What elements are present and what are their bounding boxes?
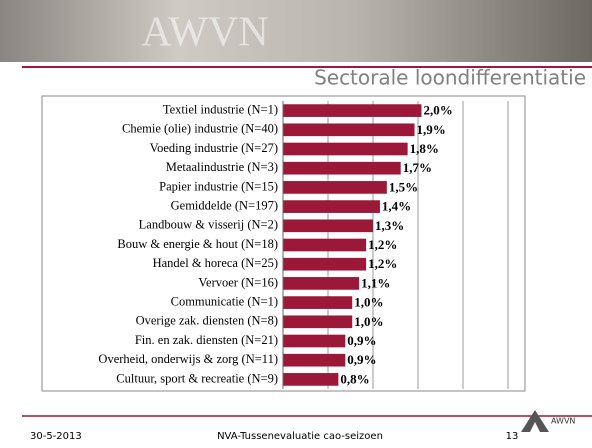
value-label: 1,0% xyxy=(354,295,383,310)
value-label: 0,9% xyxy=(347,333,376,348)
bar xyxy=(283,200,380,213)
bar xyxy=(283,219,373,233)
banner xyxy=(0,0,592,62)
plot: Textiel industrie (N=1) 2,0% Chemie (olie)… xyxy=(98,101,509,389)
category-label: Metaalindustrie (N=3) xyxy=(166,160,278,174)
category-label: Voeding industrie (N=27) xyxy=(150,141,278,155)
value-label: 0,9% xyxy=(347,352,376,367)
bar xyxy=(283,257,367,271)
footer-date: 30-5-2013 xyxy=(30,431,82,442)
value-label: 1,0% xyxy=(354,314,383,329)
footer-logo-icon xyxy=(521,410,549,432)
bar xyxy=(283,238,367,252)
value-label: 2,0% xyxy=(423,103,452,118)
bar xyxy=(283,104,422,117)
bar xyxy=(283,161,401,175)
header-rule xyxy=(22,66,592,68)
value-label: 1,9% xyxy=(417,122,446,137)
category-label: Landbouw & visserij (N=2) xyxy=(139,218,278,232)
category-label: Fin. en zak. diensten (N=21) xyxy=(135,333,278,347)
banner-logo: AWVN xyxy=(141,10,268,56)
category-label: Overheid, onderwijs & zorg (N=11) xyxy=(98,352,278,366)
category-label: Overige zak. diensten (N=8) xyxy=(136,314,278,328)
value-label: 1,5% xyxy=(389,179,418,194)
value-label: 1,8% xyxy=(410,141,439,156)
category-label: Papier industrie (N=15) xyxy=(159,179,278,193)
bar xyxy=(283,315,353,329)
value-label: 1,7% xyxy=(403,160,432,175)
value-label: 1,4% xyxy=(382,199,411,214)
footer-logo: AWVN xyxy=(551,417,575,426)
bar xyxy=(283,334,346,348)
bar xyxy=(283,123,415,137)
bar xyxy=(283,181,387,194)
bar xyxy=(283,373,339,386)
value-label: 0,8% xyxy=(340,371,369,386)
category-label: Textiel industrie (N=1) xyxy=(163,102,278,116)
value-label: 1,2% xyxy=(368,256,397,271)
page-number: 13 xyxy=(506,431,519,442)
category-label: Communicatie (N=1) xyxy=(171,294,278,308)
bar xyxy=(283,277,360,290)
category-label: Bouw & energie & hout (N=18) xyxy=(117,237,278,251)
bar xyxy=(283,296,353,309)
slide-title: Sectorale loondifferentiatie xyxy=(314,66,586,90)
value-label: 1,2% xyxy=(368,237,397,252)
value-label: 1,1% xyxy=(361,275,390,290)
bar xyxy=(283,353,346,367)
category-label: Handel & horeca (N=25) xyxy=(153,256,278,270)
category-label: Gemiddelde (N=197) xyxy=(171,198,278,212)
bar xyxy=(283,142,408,156)
category-label: Vervoer (N=16) xyxy=(198,275,278,289)
value-label: 1,3% xyxy=(375,218,404,233)
category-label: Cultuur, sport & recreatie (N=9) xyxy=(116,371,278,385)
footer-title: NVA-Tussenevaluatie cao-seizoen xyxy=(217,431,383,442)
category-label: Chemie (olie) industrie (N=40) xyxy=(122,122,278,136)
